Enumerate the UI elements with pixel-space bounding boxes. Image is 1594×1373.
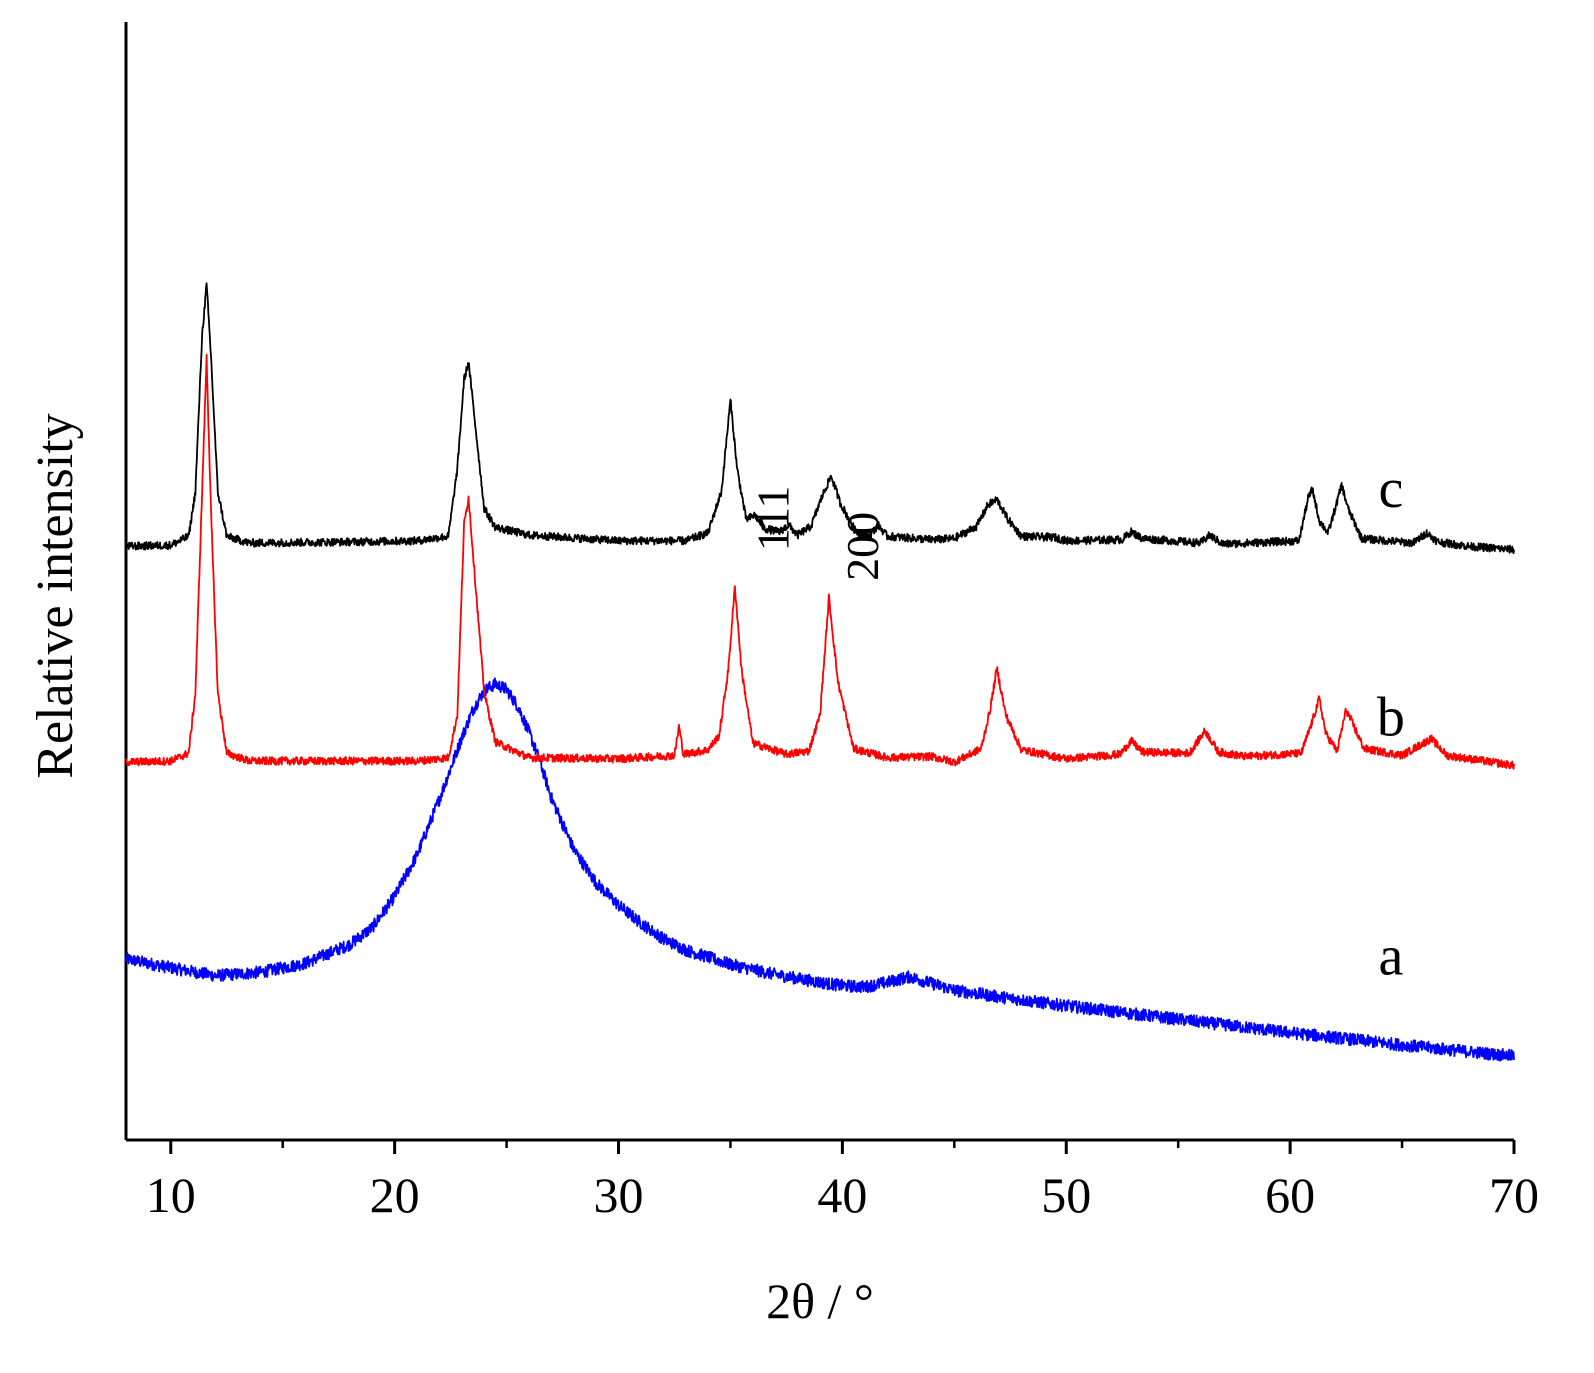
x-tick-label-10: 10 bbox=[146, 1167, 196, 1223]
series-c-line bbox=[125, 282, 1515, 555]
axes: 10 20 30 40 50 60 70 bbox=[124, 22, 1539, 1223]
y-axis-label: Relative intensity bbox=[27, 413, 84, 778]
series-a-line bbox=[125, 677, 1515, 1062]
annotation-200: 200 bbox=[837, 512, 888, 581]
series-group bbox=[125, 282, 1515, 1062]
labels-group: a b c 111 200 bbox=[748, 458, 1405, 987]
x-tick-label-30: 30 bbox=[594, 1167, 644, 1223]
series-label-b: b bbox=[1377, 686, 1405, 748]
annotation-111: 111 bbox=[748, 486, 799, 552]
x-tick-label-60: 60 bbox=[1265, 1167, 1315, 1223]
series-label-a: a bbox=[1378, 926, 1403, 988]
series-b-line bbox=[125, 353, 1515, 770]
series-label-c: c bbox=[1378, 458, 1403, 520]
x-tick-label-20: 20 bbox=[370, 1167, 420, 1223]
x-tick-label-70: 70 bbox=[1489, 1167, 1539, 1223]
x-axis-label: 2θ / ° bbox=[766, 1273, 874, 1329]
x-tick-label-40: 40 bbox=[817, 1167, 867, 1223]
x-tick-label-50: 50 bbox=[1041, 1167, 1091, 1223]
